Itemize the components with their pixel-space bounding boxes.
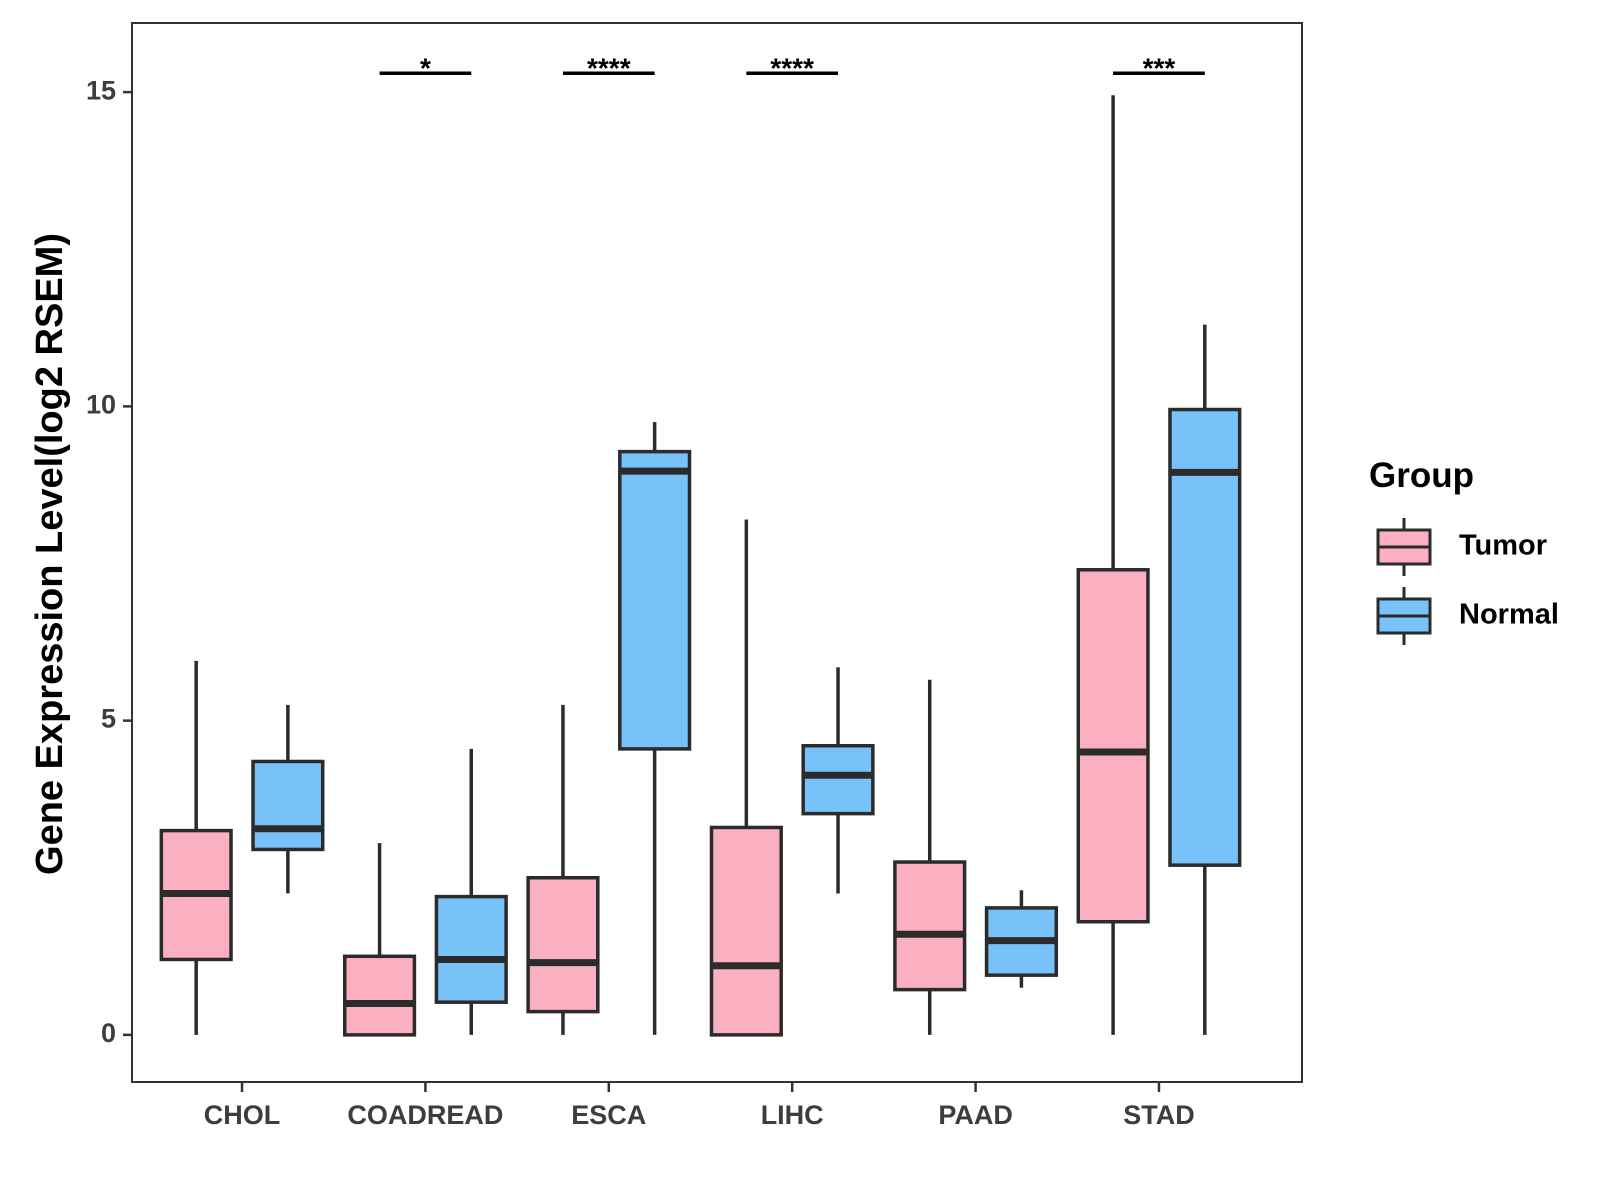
x-axis: CHOL COADREAD ESCA LIHC PAAD STAD bbox=[204, 1082, 1195, 1130]
y-axis: 0 5 10 15 bbox=[86, 75, 132, 1048]
significance-label: **** bbox=[587, 52, 631, 83]
box-iqr bbox=[434, 894, 508, 1004]
y-tick-label: 15 bbox=[86, 75, 116, 105]
box-tumor-chol bbox=[159, 660, 233, 1035]
box-tumor-stad bbox=[1076, 95, 1150, 1035]
x-tick-label: PAAD bbox=[938, 1100, 1013, 1130]
box-iqr bbox=[618, 449, 692, 751]
box-iqr bbox=[342, 954, 417, 1037]
x-tick-label: ESCA bbox=[571, 1100, 646, 1130]
legend-key-normal bbox=[1376, 587, 1432, 645]
legend-title: Group bbox=[1369, 456, 1474, 495]
box-iqr bbox=[1076, 568, 1150, 924]
box-normal-stad bbox=[1168, 324, 1242, 1035]
box-normal-chol bbox=[251, 704, 325, 894]
legend-label-normal: Normal bbox=[1459, 599, 1559, 631]
box-iqr bbox=[1168, 407, 1242, 867]
plot-panel-border bbox=[131, 22, 1303, 1083]
box-normal-coadread bbox=[434, 748, 508, 1035]
box-tumor-coadread bbox=[342, 843, 417, 1037]
box-tumor-esca bbox=[526, 704, 600, 1035]
box-normal-paad bbox=[984, 890, 1059, 988]
x-tick-label: STAD bbox=[1123, 1100, 1195, 1130]
significance-label: * bbox=[420, 52, 431, 83]
y-tick-label: 5 bbox=[101, 704, 116, 734]
legend-key-tumor bbox=[1376, 518, 1432, 576]
box-tumor-lihc bbox=[709, 519, 783, 1037]
box-iqr bbox=[893, 860, 967, 992]
box-iqr bbox=[801, 744, 875, 816]
significance-label: **** bbox=[770, 52, 814, 83]
y-tick-label: 0 bbox=[101, 1018, 116, 1048]
box-iqr bbox=[526, 875, 600, 1014]
box-tumor-paad bbox=[893, 679, 967, 1035]
significance-label: *** bbox=[1143, 52, 1176, 83]
y-axis-title: Gene Expression Level(log2 RSEM) bbox=[29, 233, 71, 875]
box-iqr bbox=[709, 825, 783, 1037]
x-tick-label: COADREAD bbox=[347, 1100, 503, 1130]
box-iqr bbox=[251, 759, 325, 852]
box-series-group bbox=[159, 95, 1242, 1037]
box-normal-esca bbox=[618, 422, 692, 1035]
legend: Group Tumor Normal bbox=[1369, 456, 1559, 645]
x-tick-label: CHOL bbox=[204, 1100, 281, 1130]
legend-label-tumor: Tumor bbox=[1459, 530, 1547, 562]
significance-annotations: * **** **** *** bbox=[379, 52, 1205, 83]
y-tick-label: 10 bbox=[86, 390, 116, 420]
x-tick-label: LIHC bbox=[761, 1100, 824, 1130]
box-normal-lihc bbox=[801, 667, 875, 894]
